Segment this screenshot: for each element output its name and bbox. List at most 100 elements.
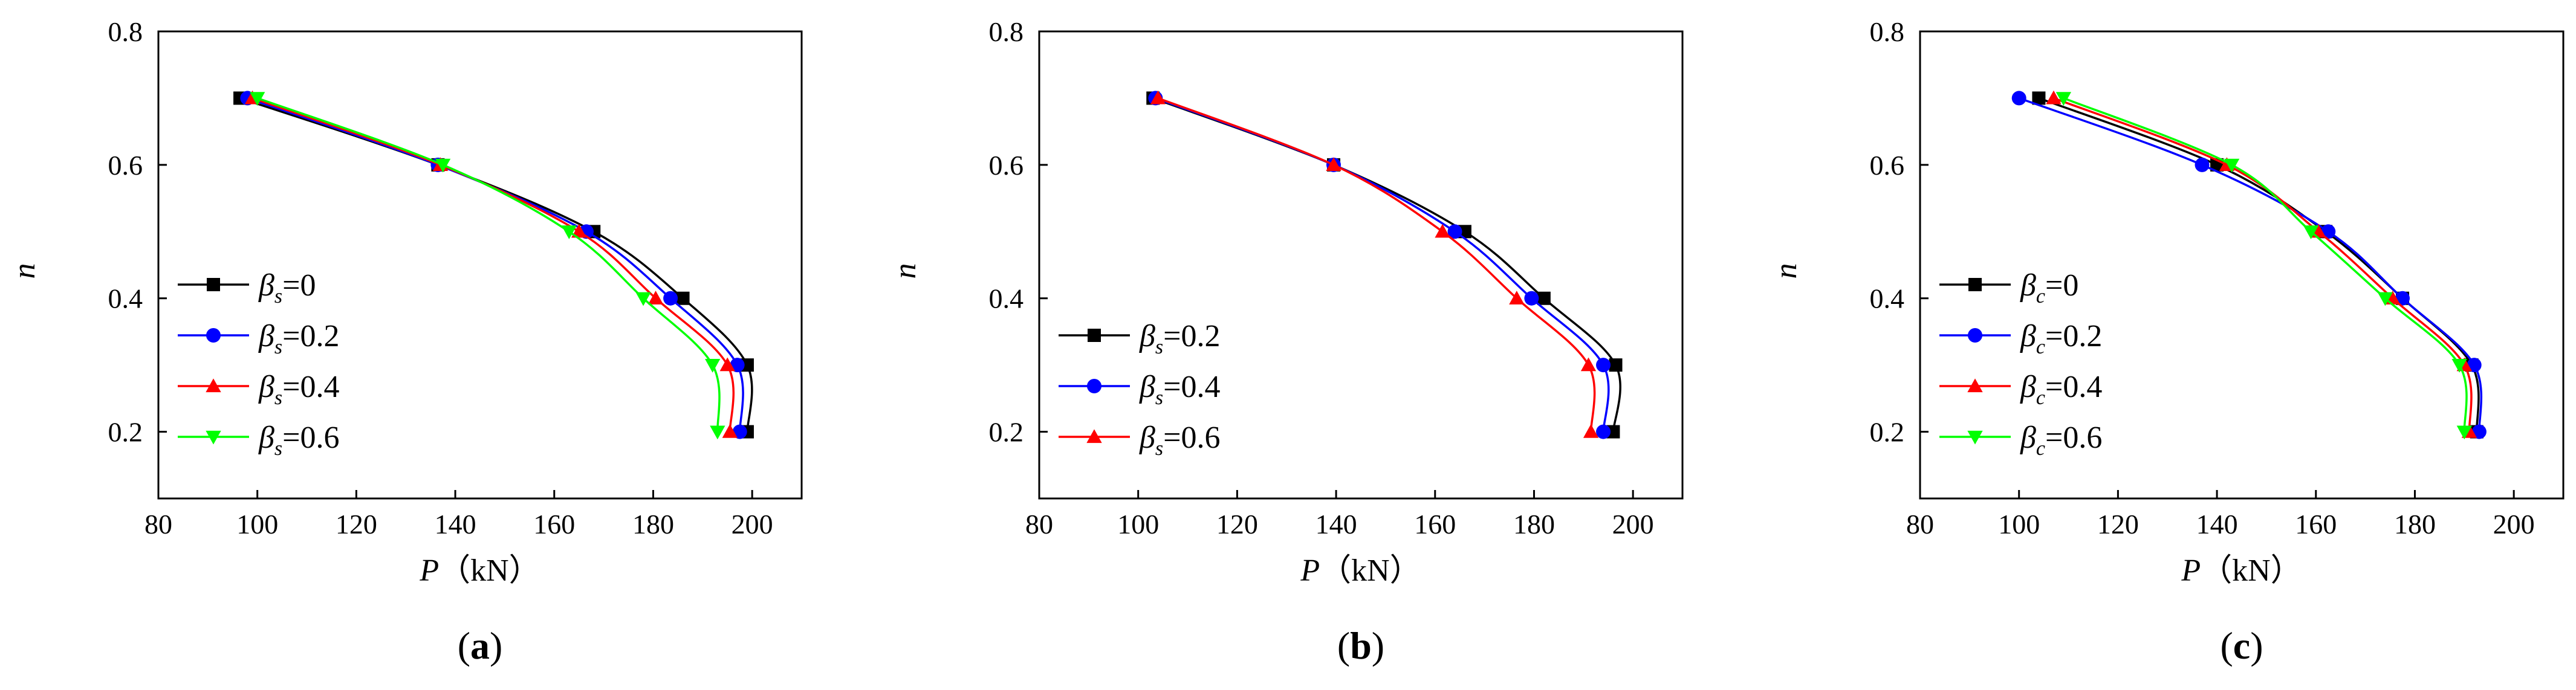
x-tick-label: 140 (435, 509, 476, 540)
x-tick-label: 160 (1414, 509, 1456, 540)
data-point (2467, 358, 2482, 373)
legend-item: βs=0.6 (178, 421, 339, 460)
legend-subscript: c (2036, 387, 2045, 409)
data-point (722, 424, 738, 438)
legend: βs=0βs=0.2βs=0.4βs=0.6 (178, 268, 339, 460)
x-axis-label: P（kN） (419, 553, 540, 588)
legend-item: βc=0.4 (1939, 370, 2102, 409)
x-tick-label: 80 (1025, 509, 1053, 540)
panel-label: (a) (458, 624, 503, 667)
data-point (561, 225, 577, 239)
x-tick-label: 180 (2394, 509, 2436, 540)
x-axis-label: P（kN） (2181, 553, 2302, 588)
data-point (705, 359, 721, 373)
series-3 (250, 92, 725, 440)
legend-symbol: β (1139, 421, 1155, 455)
y-tick-label: 0.8 (108, 16, 143, 47)
legend-subscript: s (1155, 437, 1163, 460)
data-point (1606, 425, 1620, 439)
y-tick-label: 0.6 (989, 150, 1024, 181)
legend-value: =0.4 (282, 370, 339, 404)
series-line (1152, 97, 1621, 432)
x-axis-unit: （kN） (439, 553, 540, 588)
plot-frame (1919, 30, 2565, 500)
legend-marker (1088, 329, 1101, 342)
legend-symbol: β (2020, 268, 2036, 303)
legend-value: =0.6 (282, 421, 339, 455)
legend-value: =0.2 (2045, 319, 2102, 353)
legend-subscript: c (2036, 437, 2045, 460)
panel-label-close: ) (1372, 624, 1384, 667)
plot-frame (157, 30, 803, 500)
legend: βc=0βc=0.2βc=0.4βc=0.6 (1939, 268, 2102, 460)
panel-label-open: ( (1337, 624, 1350, 667)
legend-subscript: s (274, 285, 282, 308)
panel-label: (b) (1337, 624, 1384, 667)
legend-value: =0 (282, 268, 316, 303)
data-point (571, 224, 587, 238)
legend-symbol: β (258, 319, 274, 353)
legend-symbol: β (258, 421, 274, 455)
data-point (2011, 91, 2026, 106)
y-tick-label: 0.2 (989, 417, 1024, 448)
panel-label-open: ( (2220, 624, 2233, 667)
x-tick-label: 120 (2097, 509, 2139, 540)
legend-marker (1968, 328, 1982, 343)
data-point (732, 424, 747, 439)
x-tick-label: 160 (533, 509, 575, 540)
data-point (1326, 157, 1342, 171)
legend-label: βs=0.4 (1139, 370, 1220, 409)
legend-label: βs=0.2 (258, 319, 339, 358)
x-axis-symbol: P (2181, 553, 2201, 588)
data-point (2321, 224, 2336, 239)
legend-subscript: s (1155, 387, 1163, 409)
y-axis-label: n (1769, 263, 1803, 279)
data-point (2032, 91, 2046, 105)
legend-value: =0.6 (2045, 421, 2102, 455)
y-axis-label: n (7, 263, 42, 279)
y-tick-label: 0.6 (108, 150, 143, 181)
panel-label-close: ) (2250, 624, 2263, 667)
legend-label: βc=0.6 (2020, 421, 2102, 460)
x-tick-label: 80 (144, 509, 172, 540)
data-point (2303, 225, 2319, 239)
data-point (1596, 424, 1611, 439)
x-axis-label: P（kN） (1300, 553, 1421, 588)
x-tick-label: 200 (1612, 509, 1654, 540)
x-tick-label: 120 (336, 509, 377, 540)
y-tick-label: 0.4 (989, 283, 1024, 314)
data-point (250, 92, 265, 106)
data-point (435, 158, 451, 173)
data-point (2195, 157, 2210, 172)
legend-item: βs=0.2 (178, 319, 339, 358)
y-tick-label: 0.6 (1870, 150, 1905, 181)
series-line (2063, 97, 2468, 432)
y-tick-label: 0.4 (1870, 283, 1905, 314)
legend-subscript: s (274, 387, 282, 409)
plot-frame (1038, 30, 1684, 500)
data-point (1447, 224, 1462, 239)
x-axis-symbol: P (1300, 553, 1320, 588)
legend-marker (1087, 379, 1101, 393)
y-tick-label: 0.2 (108, 417, 143, 448)
y-axis-label: n (888, 263, 923, 279)
legend-marker (206, 378, 221, 393)
legend-value: =0.4 (2045, 370, 2102, 404)
x-tick-label: 120 (1216, 509, 1258, 540)
legend-value: =0.6 (1163, 421, 1220, 455)
legend-marker (207, 278, 220, 291)
legend-label: βs=0.4 (258, 370, 339, 409)
legend-label: βc=0 (2020, 268, 2078, 308)
series-line (1157, 97, 1596, 432)
legend-label: βs=0 (258, 268, 316, 308)
legend-value: =0.4 (1163, 370, 1220, 404)
data-point (1435, 224, 1450, 238)
x-tick-label: 200 (2493, 509, 2535, 540)
data-point (647, 291, 664, 305)
legend-label: βc=0.2 (2020, 319, 2102, 358)
data-point (719, 357, 735, 372)
legend-item: βs=0 (178, 268, 316, 308)
x-tick-label: 140 (2196, 509, 2238, 540)
series-line (2053, 97, 2473, 432)
